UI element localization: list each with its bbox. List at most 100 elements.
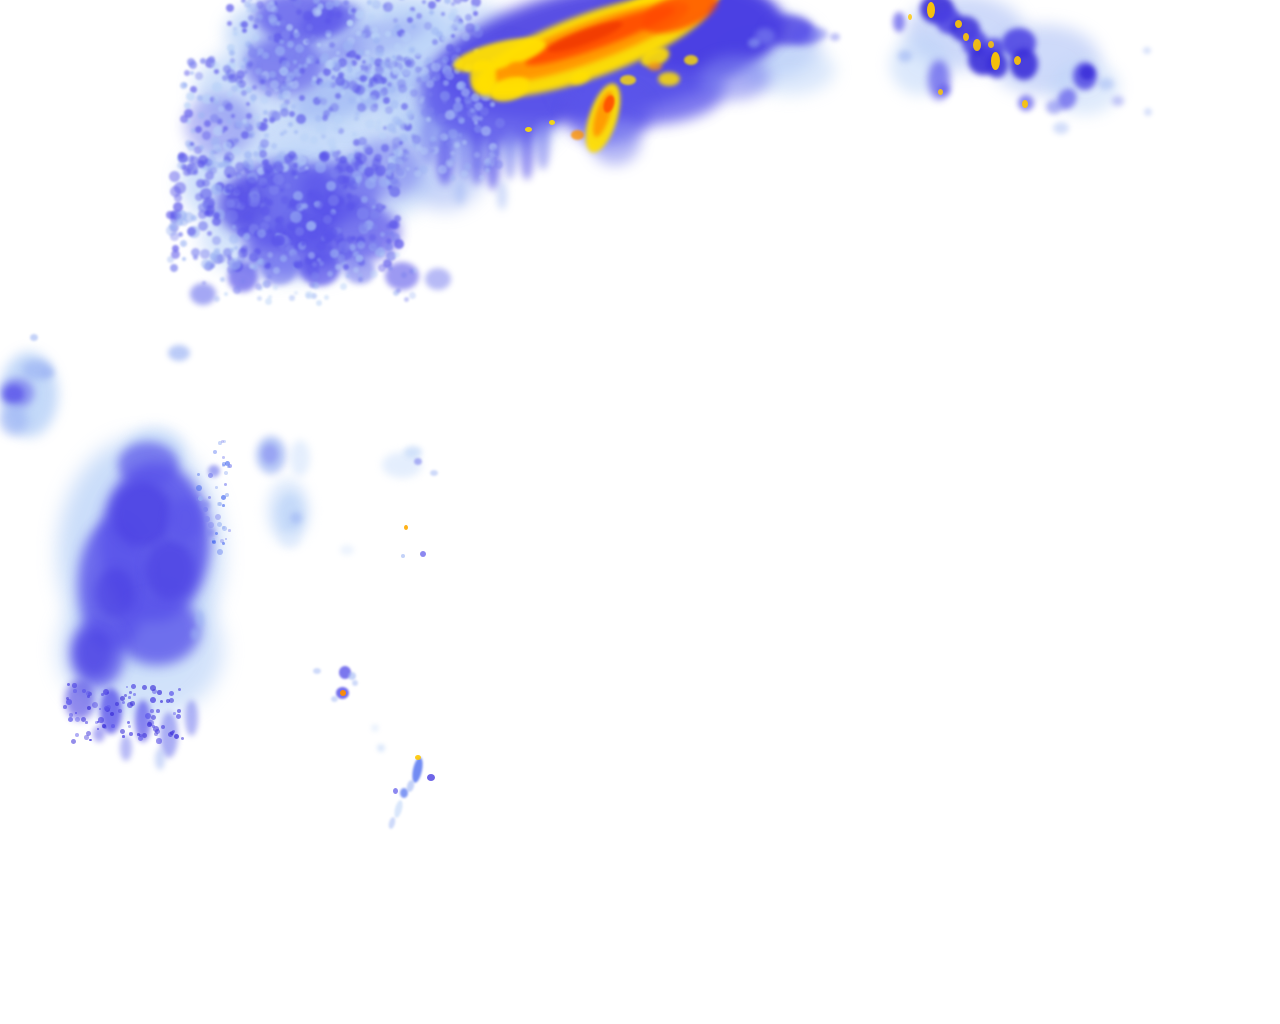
precip-speck: [448, 13, 456, 21]
precip-speck: [355, 153, 368, 165]
precip-speck: [207, 166, 213, 172]
precip-speck: [213, 68, 219, 74]
precip-speck: [226, 21, 232, 27]
precip-speck: [236, 69, 246, 79]
precip-speck: [213, 148, 218, 154]
precip-speck: [227, 173, 232, 179]
precip-speck: [277, 151, 286, 160]
precip-speck: [185, 139, 193, 147]
precip-speck: [86, 705, 91, 711]
precip-speck: [263, 164, 274, 175]
precip-blob: [95, 568, 135, 618]
precip-speck: [180, 218, 189, 227]
precip-speck: [170, 215, 180, 225]
precip-speck: [259, 222, 269, 232]
precip-speck: [327, 107, 333, 113]
precip-speck: [403, 120, 410, 127]
precip-blob: [973, 39, 981, 51]
precip-speck: [324, 227, 337, 239]
precip-speck: [255, 282, 263, 291]
precip-speck: [388, 230, 394, 237]
precip-speck: [320, 133, 326, 139]
precip-speck: [213, 126, 223, 137]
precip-speck: [367, 82, 374, 89]
precip-speck: [388, 162, 397, 171]
precip-speck: [298, 95, 305, 102]
precip-speck: [379, 59, 389, 69]
precip-speck: [293, 129, 298, 134]
precip-blob: [352, 680, 358, 686]
precip-speck: [230, 247, 235, 253]
precip-speck: [383, 3, 388, 9]
precip-speck: [281, 59, 291, 70]
precip-speck: [426, 106, 435, 115]
precip-speck: [245, 41, 253, 49]
precip-speck: [209, 167, 217, 174]
precip-speck: [462, 33, 471, 42]
precip-speck: [190, 70, 195, 75]
precip-speck: [275, 21, 281, 27]
precip-speck: [318, 260, 324, 266]
precip-speck: [262, 281, 269, 288]
precip-speck: [244, 1, 252, 9]
precip-speck: [373, 74, 383, 84]
precip-speck: [356, 208, 369, 220]
precip-speck: [211, 161, 220, 170]
precip-speck: [236, 83, 246, 93]
precip-speck: [222, 526, 227, 531]
precip-speck: [443, 80, 450, 87]
precip-speck: [357, 136, 367, 146]
precip-speck: [312, 75, 318, 81]
precip-speck: [185, 163, 198, 175]
precip-speck: [180, 163, 187, 170]
precip-speck: [357, 277, 363, 282]
precip-speck: [426, 63, 436, 73]
precip-speck: [387, 59, 395, 68]
precip-speck: [471, 115, 479, 122]
precip-speck: [345, 273, 351, 279]
precip-speck: [384, 57, 392, 64]
precip-blob: [0, 405, 28, 435]
precip-speck: [303, 11, 313, 21]
precip-speck: [233, 189, 240, 196]
precip-speck: [82, 688, 87, 693]
precip-speck: [285, 244, 294, 253]
precip-speck: [227, 254, 232, 260]
precip-speck: [306, 257, 313, 264]
precip-speck: [408, 292, 416, 300]
precip-speck: [168, 698, 175, 704]
precip-speck: [188, 61, 197, 70]
precip-speck: [196, 94, 203, 101]
precip-speck: [212, 216, 222, 227]
precip-speck: [111, 724, 116, 728]
precip-speck: [259, 94, 269, 104]
precip-speck: [437, 60, 442, 65]
precip-speck: [273, 173, 285, 186]
precip-speck: [361, 33, 367, 38]
precip-speck: [375, 164, 387, 176]
precip-speck: [442, 135, 448, 141]
precip-speck: [182, 83, 188, 88]
precip-speck: [240, 131, 250, 140]
precip-speck: [68, 717, 74, 723]
precip-speck: [273, 234, 285, 246]
precip-speck: [170, 264, 179, 273]
precip-speck: [337, 72, 344, 78]
precip-speck: [329, 145, 337, 153]
precip-speck: [206, 155, 216, 165]
precip-speck: [359, 99, 370, 110]
precip-speck: [240, 0, 247, 3]
precip-speck: [242, 232, 250, 240]
precip-blob: [648, 62, 662, 71]
precip-speck: [271, 6, 279, 14]
precip-speck: [317, 71, 326, 80]
precip-speck: [292, 0, 302, 7]
precip-speck: [222, 463, 226, 467]
precip-speck: [226, 465, 230, 468]
precip-speck: [237, 173, 242, 178]
precip-speck: [334, 76, 345, 86]
precip-speck: [272, 285, 278, 290]
precip-speck: [425, 116, 431, 122]
precip-speck: [343, 40, 354, 51]
precip-speck: [313, 201, 320, 207]
